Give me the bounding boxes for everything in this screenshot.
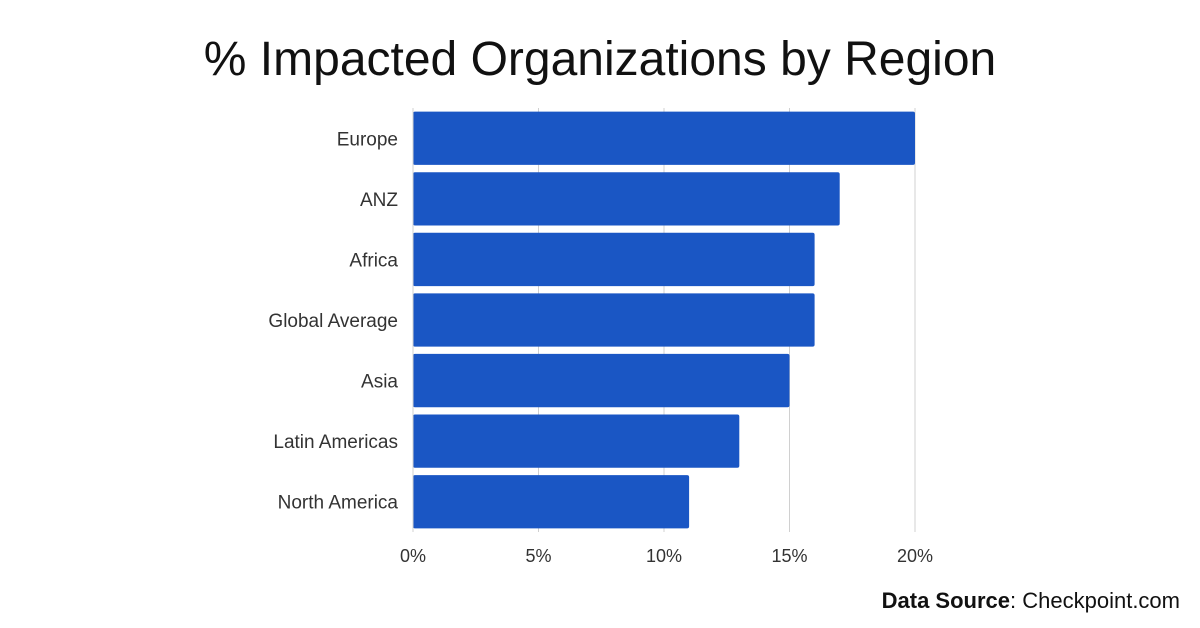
x-tick-label: 20% — [897, 546, 933, 566]
category-label: Latin Americas — [273, 432, 398, 453]
bar — [413, 353, 790, 408]
category-label: Africa — [349, 250, 398, 271]
x-tick-labels: 0% 5% 10% 15% 20% — [400, 546, 933, 566]
category-label: Global Average — [268, 311, 398, 332]
category-label: Europe — [337, 129, 398, 150]
bar — [413, 111, 915, 165]
x-tick-label: 5% — [525, 546, 551, 566]
data-source-value: Checkpoint.com — [1022, 588, 1180, 613]
x-tick-label: 0% — [400, 546, 426, 566]
data-source: Data Source: Checkpoint.com — [882, 588, 1180, 614]
bars — [413, 111, 915, 529]
data-source-separator: : — [1010, 588, 1023, 613]
category-labels: Europe ANZ Africa Global Average Asia Latin A… — [268, 129, 398, 513]
bar — [413, 172, 840, 226]
chart-title: % Impacted Organizations by Region — [203, 33, 997, 86]
bar — [413, 414, 740, 468]
bar — [413, 475, 690, 529]
data-source-label: Data Source — [881, 588, 1011, 613]
category-label: Asia — [361, 372, 398, 393]
bar — [413, 232, 815, 287]
category-label: ANZ — [360, 190, 398, 211]
bar — [413, 293, 815, 347]
x-tick-label: 15% — [771, 546, 807, 566]
category-label: North America — [278, 493, 399, 514]
x-tick-label: 10% — [646, 546, 682, 566]
